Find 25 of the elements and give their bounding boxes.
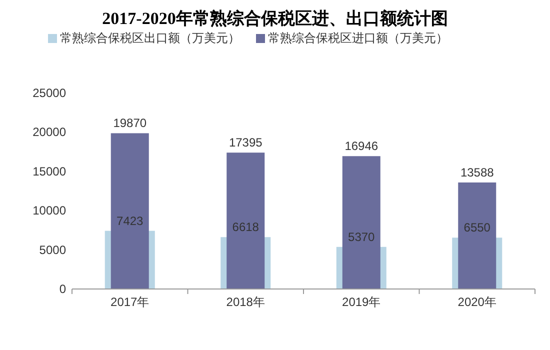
data-label: 13588 [460, 165, 494, 180]
x-tick-label: 2019年 [342, 295, 381, 309]
chart-title: 2017-2020年常熟综合保税区进、出口额统计图 [102, 9, 448, 28]
bar [342, 156, 380, 289]
data-label: 16946 [344, 139, 378, 154]
data-label: 17395 [228, 136, 263, 150]
legend-label: 常熟综合保税区出口额（万美元） [60, 31, 240, 45]
y-tick-label: 25000 [32, 86, 66, 100]
data-label: 6618 [232, 220, 260, 234]
data-label: 5370 [348, 230, 376, 244]
x-tick-label: 2020年 [458, 295, 496, 309]
y-tick-label: 20000 [32, 125, 66, 140]
y-tick-label: 10000 [32, 204, 66, 218]
y-tick-label: 15000 [32, 164, 66, 178]
legend-label: 常熟综合保税区进口额（万美元） [268, 31, 448, 45]
y-tick-label: 0 [59, 282, 66, 296]
bar [458, 182, 496, 289]
data-label: 6550 [464, 220, 491, 235]
x-tick-label: 2018年 [226, 295, 265, 309]
data-label: 19870 [113, 116, 147, 130]
bar [226, 152, 265, 289]
x-tick-label: 2017年 [110, 295, 150, 309]
y-tick-label: 5000 [39, 242, 66, 257]
bar [110, 133, 149, 289]
data-label: 7423 [116, 214, 144, 228]
